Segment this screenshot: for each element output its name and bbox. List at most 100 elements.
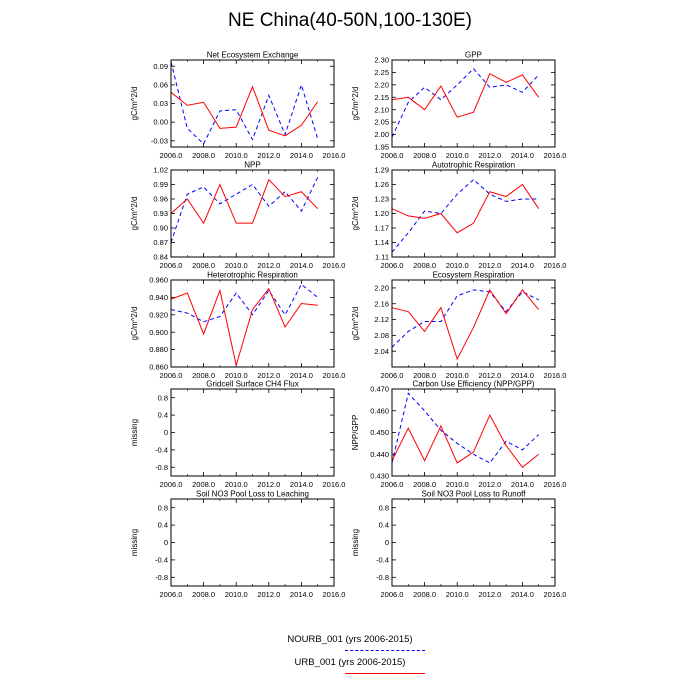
panel-3-frame	[170, 169, 335, 258]
panel-4-frame	[391, 169, 556, 258]
panel-8-xtick-label: 2008.0	[413, 480, 436, 489]
panel-4-xtick-label: 2006.0	[381, 261, 404, 270]
panel-6-xtick-label: 2006.0	[381, 371, 404, 380]
panel-7-xtick-label: 2012.0	[257, 480, 280, 489]
panel-4-ytick-label: 1.17	[374, 224, 389, 233]
panel-9-xtick-label: 2016.0	[323, 590, 346, 599]
panel-6-xtick-label: 2014.0	[511, 371, 534, 380]
panel-4-title: Autotrophic Respiration	[432, 161, 515, 170]
panel-3-xtick-label: 2014.0	[290, 261, 313, 270]
panel-10-ylabel: missing	[351, 529, 360, 556]
panel-9-frame	[170, 498, 335, 587]
panel-1-series-nourb	[170, 61, 319, 145]
panel-7-ytick-label: 0.8	[158, 393, 168, 402]
panel-2-frame	[391, 59, 556, 148]
legend-swatch-urb	[345, 673, 425, 674]
panel-4-ytick-label: 1.29	[374, 166, 389, 175]
panel-10-ytick-label: -0.4	[376, 556, 389, 565]
panel-4-xtick-label: 2010.0	[446, 261, 469, 270]
panel-10-ytick-label: 0.8	[379, 503, 389, 512]
panel-10-frame	[391, 498, 556, 587]
panel-10-ytick-label: 0	[385, 538, 389, 547]
panel-2-ytick-label: 1.95	[374, 143, 389, 152]
panel-5-ytick-label: 0.880	[149, 345, 168, 354]
panel-7-ytick-label: -0.4	[155, 446, 168, 455]
panel-5-xtick-label: 2016.0	[323, 371, 346, 380]
panel-10-ytick-label: 0.4	[379, 521, 389, 530]
figure-title: NE China(40-50N,100-130E)	[228, 10, 472, 31]
panel-1-series-urb	[170, 85, 319, 137]
panel-8-series-nourb	[391, 392, 540, 464]
panel-1-ytick-label: 0.06	[153, 80, 168, 89]
panel-2-ytick-label: 2.05	[374, 118, 389, 127]
panel-9-ytick-label: -0.8	[155, 573, 168, 582]
legend-label-urb: URB_001 (yrs 2006-2015)	[294, 657, 406, 668]
panel-1-ytick-label: 0.09	[153, 62, 168, 71]
panel-6-xtick-label: 2012.0	[478, 371, 501, 380]
panel-10-ytick-label: -0.8	[376, 573, 389, 582]
panel-10-xtick-label: 2010.0	[446, 590, 469, 599]
panel-1-xtick-label: 2010.0	[225, 151, 248, 160]
legend-swatch-nourb	[345, 650, 425, 651]
panel-7-title: Gridcell Surface CH4 Flux	[206, 380, 298, 389]
panel-6-ytick-label: 2.08	[374, 331, 389, 340]
panel-1-ytick-label: -0.03	[151, 136, 168, 145]
panel-5-series-nourb	[170, 283, 319, 323]
panel-1-frame	[170, 59, 335, 148]
panel-5-ytick-label: 0.860	[149, 363, 168, 372]
panel-2-ytick-label: 2.20	[374, 80, 389, 89]
legend-label-nourb: NOURB_001 (yrs 2006-2015)	[287, 634, 413, 645]
panel-9-xtick-label: 2008.0	[192, 590, 215, 599]
panel-6-title: Ecosystem Respiration	[433, 271, 515, 280]
panel-2-series-urb	[391, 72, 540, 118]
panel-8-ytick-label: 0.460	[370, 406, 389, 415]
panel-1-xtick-label: 2014.0	[290, 151, 313, 160]
panel-3-ytick-label: 0.84	[153, 253, 168, 262]
panel-5-xtick-label: 2014.0	[290, 371, 313, 380]
panel-8-xtick-label: 2014.0	[511, 480, 534, 489]
panel-10-xtick-label: 2016.0	[544, 590, 567, 599]
panel-5-title: Heterotrophic Respiration	[207, 271, 298, 280]
panel-7-ytick-label: 0.4	[158, 411, 168, 420]
panel-2-ytick-label: 2.30	[374, 56, 389, 65]
panel-2-title: GPP	[465, 51, 482, 60]
panel-5-xtick-label: 2006.0	[160, 371, 183, 380]
panel-1-ylabel: gC/m^2/d	[130, 87, 139, 121]
panel-4-ytick-label: 1.20	[374, 209, 389, 218]
panel-3-ytick-label: 1.02	[153, 166, 168, 175]
panel-4-series-nourb	[391, 179, 539, 253]
panel-7-xtick-label: 2008.0	[192, 480, 215, 489]
panel-7-ytick-label: -0.8	[155, 463, 168, 472]
panel-9-ytick-label: 0.8	[158, 503, 168, 512]
panel-4-ytick-label: 1.11	[375, 253, 389, 262]
panel-7-ytick-label: 0	[164, 428, 168, 437]
panel-4-series-urb	[391, 183, 540, 234]
panel-3-ytick-label: 0.93	[153, 209, 168, 218]
panel-1-ytick-label: 0.03	[153, 99, 168, 108]
panel-9-xtick-label: 2014.0	[290, 590, 313, 599]
panel-5-ytick-label: 0.940	[149, 293, 168, 302]
panel-2-xtick-label: 2012.0	[478, 151, 501, 160]
panel-2-xtick-label: 2008.0	[413, 151, 436, 160]
panel-6-frame	[391, 279, 556, 368]
panel-2-xtick-label: 2016.0	[544, 151, 567, 160]
panel-9-ytick-label: 0.4	[158, 521, 168, 530]
panel-8-xtick-label: 2012.0	[478, 480, 501, 489]
panel-5-xtick-label: 2012.0	[257, 371, 280, 380]
panel-8-frame	[391, 388, 556, 477]
panel-6-series-urb	[391, 288, 540, 361]
panel-2-ytick-label: 2.00	[374, 130, 389, 139]
panel-3-xtick-label: 2012.0	[257, 261, 280, 270]
panel-6-ytick-label: 2.20	[374, 284, 389, 293]
panel-7-ylabel: missing	[130, 419, 139, 446]
panel-7-xtick-label: 2016.0	[323, 480, 346, 489]
panel-6-ylabel: gC/m^2/d	[351, 307, 360, 341]
panel-4-ytick-label: 1.14	[374, 238, 389, 247]
panel-7-xtick-label: 2010.0	[225, 480, 248, 489]
panel-3-xtick-label: 2016.0	[323, 261, 346, 270]
panel-5-ylabel: gC/m^2/d	[130, 307, 139, 341]
panel-5-ytick-label: 0.920	[149, 310, 168, 319]
panel-5-frame	[170, 279, 335, 368]
panel-3-ytick-label: 0.87	[153, 238, 168, 247]
panel-3-ylabel: gC/m^2/d	[130, 197, 139, 231]
